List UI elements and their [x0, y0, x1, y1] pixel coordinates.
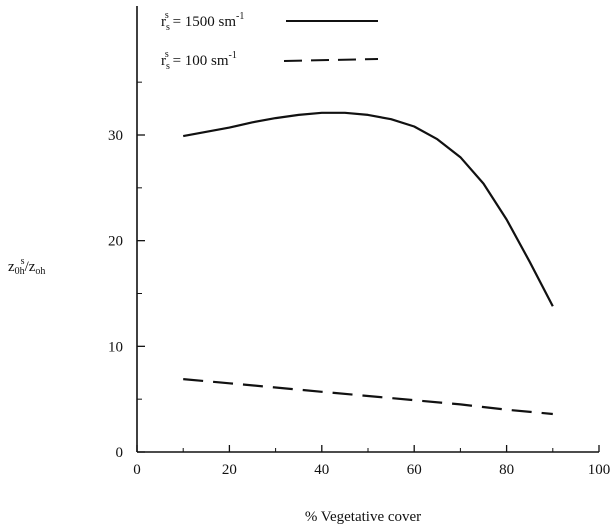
svg-text:z0hs/zoh: z0hs/zoh	[8, 256, 45, 277]
svg-text:rss = 100 sm-1: rss = 100 sm-1	[161, 49, 237, 72]
ticks: 0 20 40 60 80 100 0 10 20 30	[108, 81, 611, 478]
y-tick-label: 0	[116, 445, 124, 461]
x-tick-label: 100	[588, 462, 611, 478]
svg-text:rss = 1500 sm-1: rss = 1500 sm-1	[161, 10, 244, 33]
series-group	[182, 111, 554, 416]
y-tick-label: 30	[108, 128, 123, 144]
x-tick-label: 20	[222, 462, 237, 478]
legend-swatch-dashed	[283, 58, 379, 62]
axes	[136, 6, 599, 453]
x-tick-label: 40	[314, 462, 329, 478]
x-axis-label: % Vegetative cover	[305, 509, 421, 525]
y-axis-label: z0hs/zoh	[8, 256, 45, 277]
legend-entry-dashed: rss = 100 sm-1	[161, 49, 379, 72]
y-tick-label: 10	[108, 339, 123, 355]
legend: rss = 1500 sm-1 rss = 100 sm-1	[161, 10, 379, 72]
x-tick-label: 0	[133, 462, 141, 478]
series-line-solid	[182, 111, 554, 307]
y-tick-label: 20	[108, 234, 123, 250]
series-line-dashed	[183, 378, 553, 416]
x-tick-label: 80	[499, 462, 514, 478]
x-tick-label: 60	[407, 462, 422, 478]
legend-entry-solid: rss = 1500 sm-1	[161, 10, 378, 33]
